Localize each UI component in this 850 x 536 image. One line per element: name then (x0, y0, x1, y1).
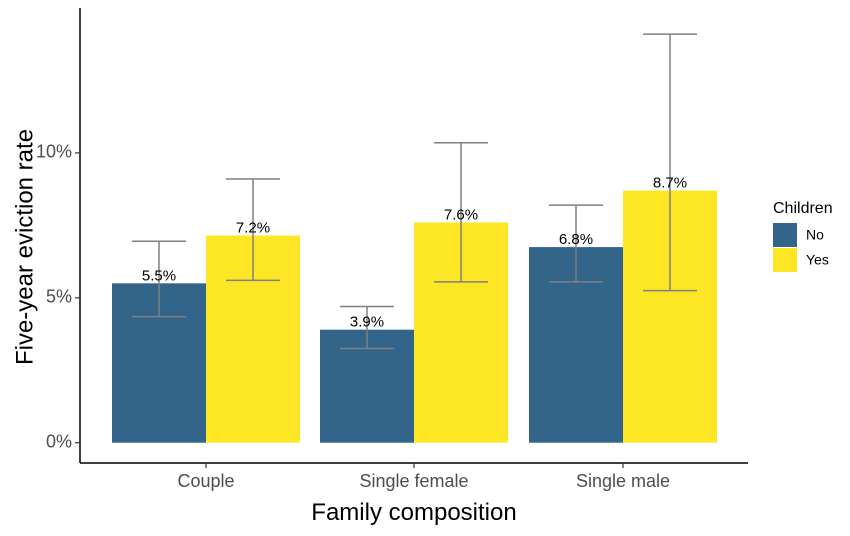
data-label-single-male-yes: 8.7% (653, 175, 687, 192)
data-label-couple-yes: 7.2% (236, 220, 270, 237)
legend-label-yes: Yes (806, 252, 829, 268)
error-bars-layer (132, 33, 697, 350)
y-axis-title: Five-year eviction rate (11, 129, 38, 365)
data-label-couple-no: 5.5% (142, 267, 176, 284)
data-label-single-female-no: 3.9% (350, 314, 384, 331)
x-axis-title: Family composition (311, 499, 516, 526)
error-bar-single-male-no (549, 204, 603, 283)
legend-swatch-yes (773, 248, 797, 272)
x-tick-label: Couple (177, 471, 234, 491)
bars-layer (112, 190, 717, 443)
error-bar-couple-no (132, 240, 186, 318)
x-tick-label: Single male (576, 471, 670, 491)
data-label-single-male-no: 6.8% (559, 231, 593, 248)
error-bar-single-female-yes (434, 142, 488, 283)
error-bar-single-male-yes (643, 33, 697, 292)
legend-swatch-no (773, 223, 797, 247)
legend: Children No Yes (773, 200, 833, 272)
y-tick-label: 0% (46, 431, 72, 451)
legend-title: Children (773, 200, 833, 217)
legend-label-no: No (806, 227, 824, 243)
error-bar-couple-yes (226, 178, 280, 282)
x-tick-label: Single female (359, 471, 468, 491)
axes-layer: 0% 5% 10% Couple Single female Single male (36, 8, 748, 491)
data-label-single-female-yes: 7.6% (444, 206, 478, 223)
data-labels-layer: 5.5% 3.9% 6.8% 7.2% 7.6% 8.7% (142, 175, 687, 331)
y-tick-label: 5% (46, 287, 72, 307)
y-tick-label: 10% (36, 142, 72, 162)
error-bar-single-female-no (340, 305, 394, 350)
